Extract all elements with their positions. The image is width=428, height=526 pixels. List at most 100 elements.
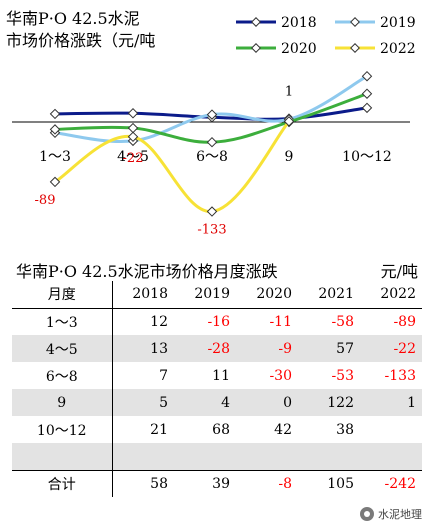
legend-item-2019: 2019 — [335, 15, 416, 31]
series-point-2019 — [206, 109, 218, 120]
table-title-bar: 华南P·O 42.5水泥市场价格月度涨跌 元/吨 — [12, 255, 422, 281]
series-point-2019 — [361, 71, 373, 82]
table-cell: -89 — [393, 313, 416, 330]
table-cell: -133 — [384, 367, 416, 384]
series-line-2019 — [54, 74, 368, 143]
row-label: 9 — [12, 389, 113, 416]
chart-legend: 2018 2019 2020 2022 — [236, 15, 416, 57]
x-tick-label: 4～5 — [117, 149, 149, 165]
row-label: 1～3 — [12, 308, 113, 335]
table-row: 9 5 4 0 122 1 — [12, 389, 422, 416]
series-point-2020 — [361, 88, 373, 99]
table-row — [12, 443, 422, 470]
x-tick-label: 10～12 — [342, 149, 392, 165]
table-cell: -53 — [331, 367, 354, 384]
table-unit: 元/吨 — [380, 262, 418, 281]
table-cell: 5 — [112, 389, 174, 416]
table-cell: 105 — [298, 469, 360, 497]
table-cell — [298, 443, 360, 470]
legend-label: 2020 — [281, 41, 317, 57]
table-cell — [360, 443, 422, 470]
chart-title-line: 华南P·O 42.5水泥 — [6, 9, 140, 28]
legend-label: 2018 — [281, 15, 317, 31]
table-cell: -22 — [360, 335, 422, 362]
series-point-2020 — [49, 124, 61, 135]
table-cell: 13 — [112, 335, 174, 362]
table-cell: 0 — [236, 389, 298, 416]
header-cell: 月度 — [12, 281, 113, 309]
table-cell — [236, 443, 298, 470]
series-layer — [49, 71, 373, 217]
legend-marker — [350, 43, 360, 53]
table-cell: 1 — [360, 389, 422, 416]
table-cell: -11 — [269, 313, 292, 330]
table-cell: -16 — [207, 313, 230, 330]
table-cell: -8 — [236, 469, 298, 497]
table-cell: 122 — [298, 389, 360, 416]
table-cell: -58 — [331, 313, 354, 330]
table-row: 4～5 13 -28 -9 57 -22 — [12, 335, 422, 362]
header-cell: 2019 — [174, 281, 236, 309]
legend-item-2018: 2018 — [236, 15, 317, 31]
series-point-2022 — [49, 176, 61, 188]
table-cell: 68 — [212, 421, 230, 438]
watermark-logo-icon — [360, 507, 374, 521]
x-tick-labels: 1～3 4～5 6～8 9 10～12 — [39, 149, 392, 165]
chart-title-line: 市场价格涨跌（元/吨 — [6, 31, 155, 50]
header-cell: 2021 — [298, 281, 360, 309]
table-cell — [360, 416, 422, 443]
row-label: 6～8 — [12, 362, 113, 389]
data-label: -133 — [197, 223, 226, 238]
data-label: 1 — [285, 84, 293, 99]
row-label: 4～5 — [12, 335, 113, 362]
series-point-2022 — [206, 206, 218, 217]
table-cell: 12 — [150, 313, 168, 330]
row-label: 10～12 — [12, 416, 113, 443]
header-cell: 2020 — [236, 281, 298, 309]
data-label: -89 — [35, 193, 56, 208]
table-cell — [112, 443, 174, 470]
table-cell: -28 — [174, 335, 236, 362]
legend-label: 2022 — [380, 41, 416, 57]
table-cell: 7 — [159, 367, 168, 384]
legend-item-2022: 2022 — [335, 41, 416, 57]
table-total-row: 合计 58 39 -8 105 -242 — [12, 469, 422, 497]
series-point-2018 — [127, 108, 139, 119]
x-tick-label: 6～8 — [196, 149, 228, 165]
table-cell: 21 — [150, 421, 168, 438]
series-point-2020 — [127, 122, 139, 134]
series-point-2022 — [283, 116, 295, 127]
table-cell: 42 — [274, 421, 292, 438]
table-cell: -9 — [236, 335, 298, 362]
series-point-2020 — [206, 136, 218, 148]
series-point-2018 — [49, 108, 61, 120]
legend-marker — [251, 43, 261, 53]
watermark-text: 水泥地理 — [378, 508, 422, 521]
legend-marker — [350, 17, 360, 27]
table-cell — [174, 443, 236, 470]
table-cell: -30 — [269, 367, 292, 384]
table-cell: 38 — [336, 421, 354, 438]
legend-item-2020: 2020 — [236, 41, 317, 57]
legend-marker — [251, 17, 261, 27]
table-row: 10～12 21 68 42 38 — [12, 416, 422, 443]
table-header-row: 月度 2018 2019 2020 2021 2022 — [12, 281, 422, 309]
table-cell: 11 — [212, 367, 230, 384]
table-title: 华南P·O 42.5水泥市场价格月度涨跌 — [16, 262, 278, 281]
series-point-2022 — [127, 131, 139, 143]
table-cell: 58 — [112, 469, 174, 497]
data-labels: -89 -22 -133 1 — [35, 84, 294, 237]
header-cell: 2022 — [360, 281, 422, 309]
watermark: 水泥地理 — [360, 506, 422, 522]
x-tick-label: 9 — [285, 149, 294, 165]
price-change-table: 月度 2018 2019 2020 2021 2022 1～3 12 -16 -11 -… — [12, 281, 422, 497]
legend-label: 2019 — [380, 15, 416, 31]
table-cell: 39 — [174, 469, 236, 497]
x-tick-label: 1～3 — [39, 149, 71, 165]
table-row: 6～8 7 11 -30 -53 -133 — [12, 362, 422, 389]
row-label: 合计 — [12, 469, 113, 497]
series-point-2018 — [361, 102, 373, 114]
data-label: -22 — [123, 151, 144, 166]
